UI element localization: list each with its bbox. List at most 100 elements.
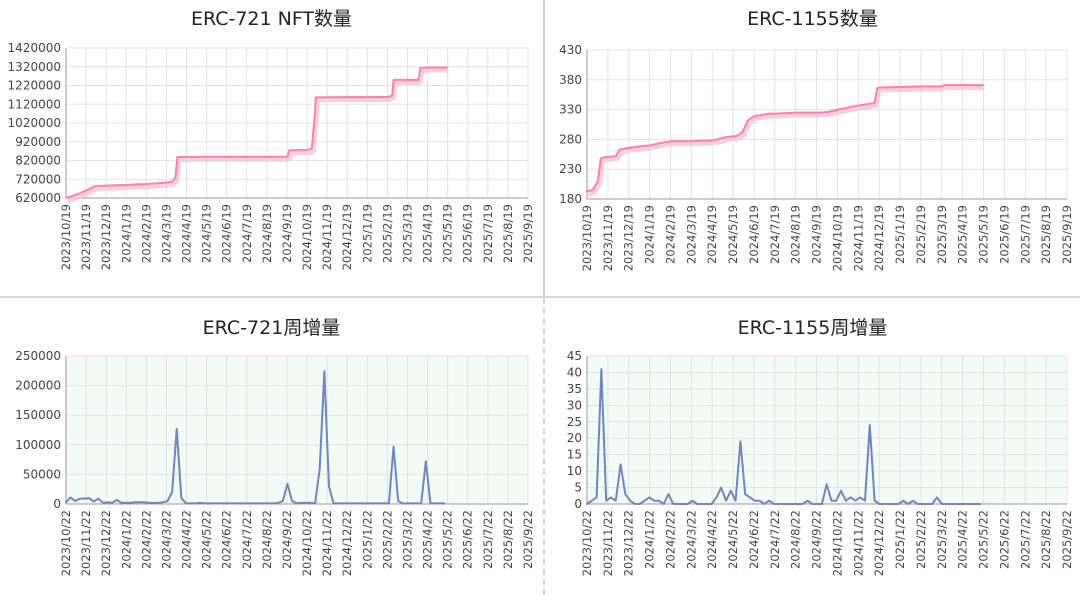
y-tick-label: 100000	[15, 438, 61, 452]
x-tick-label: 2025/8/22	[1039, 510, 1053, 569]
y-tick-label: 720000	[15, 172, 61, 186]
erc1155-count-chart: 180 230 280 330 380 430 2023/10/19 2023/11/19 20…	[559, 43, 1074, 271]
x-tick-label: 2024/2/19	[663, 205, 677, 264]
x-tick-label: 2025/7/22	[481, 510, 495, 569]
x-tick-label: 2024/9/22	[810, 510, 824, 569]
x-tick-label: 2025/3/19	[935, 205, 949, 264]
x-tick-label: 2025/2/19	[914, 205, 928, 264]
x-tick-label: 2025/1/19	[360, 204, 374, 263]
x-tick-label: 2024/10/22	[830, 510, 844, 576]
x-tick-label: 2024/1/19	[643, 205, 657, 264]
x-tick-label: 2025/4/22	[956, 510, 970, 569]
x-tick-label: 2025/7/19	[481, 204, 495, 263]
x-tick-label: 2024/8/19	[789, 205, 803, 264]
x-tick-label: 2024/7/19	[768, 205, 782, 264]
x-tick-label: 2023/10/22	[580, 510, 594, 576]
x-tick-label: 2024/5/22	[200, 510, 214, 569]
y-tick-label: 1220000	[8, 79, 61, 93]
y-tick-label: 50000	[23, 467, 61, 481]
plot-background	[66, 356, 528, 504]
x-tick-label: 2025/6/19	[997, 205, 1011, 264]
x-tick-label: 2024/8/19	[260, 204, 274, 263]
x-tick-label: 2024/6/22	[747, 510, 761, 569]
x-tick-label: 2024/6/22	[220, 510, 234, 569]
y-tick-label: 35	[567, 382, 582, 396]
x-tick-label: 2024/7/19	[240, 204, 254, 263]
x-tick-label: 2024/2/22	[663, 510, 677, 569]
x-tick-label: 2025/1/22	[360, 510, 374, 569]
y-tick-label: 620000	[15, 191, 61, 205]
x-tick-label: 2025/6/22	[461, 510, 475, 569]
y-tick-label: 250000	[15, 349, 61, 363]
x-tick-label: 2025/2/22	[380, 510, 394, 569]
x-tick-label: 2024/11/22	[320, 510, 334, 576]
y-tick-label: 1120000	[8, 97, 61, 111]
x-tick-label: 2025/2/22	[914, 510, 928, 569]
x-tick-label: 2024/2/19	[139, 204, 153, 263]
chart-panel-erc1155-weekly: ERC-1155周增量 0 5 10 15 20 25 30 35 40 45 2023/10/22…	[545, 298, 1080, 595]
y-tick-label: 40	[567, 365, 582, 379]
y-tick-label: 920000	[15, 135, 61, 149]
x-tick-label: 2024/2/22	[139, 510, 153, 569]
series-line	[586, 84, 984, 193]
chart-title: ERC-1155数量	[747, 8, 878, 30]
x-tick-label: 2024/11/19	[320, 204, 334, 270]
x-tick-label: 2023/11/22	[601, 510, 615, 576]
x-tick-label: 2025/9/19	[521, 204, 535, 263]
x-tick-label: 2024/4/19	[180, 204, 194, 263]
chart-title: ERC-1155周增量	[737, 317, 888, 339]
y-tick-label: 0	[53, 497, 61, 511]
x-tick-label: 2025/2/19	[380, 204, 394, 263]
y-tick-label: 30	[567, 398, 582, 412]
x-tick-label: 2024/8/22	[260, 510, 274, 569]
x-tick-label: 2025/3/19	[400, 204, 414, 263]
x-tick-label: 2024/1/22	[119, 510, 133, 569]
y-tick-label: 150000	[15, 408, 61, 422]
x-tick-label: 2025/6/22	[997, 510, 1011, 569]
x-tick-label: 2024/11/22	[851, 510, 865, 576]
x-tick-label: 2023/10/22	[59, 510, 73, 576]
x-tick-label: 2024/3/19	[684, 205, 698, 264]
x-tick-label: 2025/5/22	[441, 510, 455, 569]
y-tick-label: 15	[567, 448, 582, 462]
x-tick-label: 2023/12/19	[99, 204, 113, 270]
y-tick-label: 200000	[15, 379, 61, 393]
x-tick-label: 2024/12/19	[872, 205, 886, 271]
series-line-shadow	[587, 85, 985, 197]
x-tick-label: 2025/7/19	[1018, 205, 1032, 264]
chart-panel-erc721-weekly: ERC-721周增量 0 50000 100000 150000 200000 25000…	[0, 298, 545, 595]
x-tick-label: 2024/12/22	[340, 510, 354, 576]
x-tick-label: 2024/12/19	[340, 204, 354, 270]
y-tick-label: 430	[559, 43, 582, 57]
x-tick-label: 2025/5/19	[441, 204, 455, 263]
x-tick-label: 2025/5/19	[977, 205, 991, 264]
x-tick-label: 2025/8/22	[501, 510, 515, 569]
series-line	[65, 370, 446, 505]
series-line-shadow	[66, 67, 449, 203]
x-tick-label: 2025/9/22	[521, 510, 535, 569]
y-tick-label: 1420000	[8, 41, 61, 55]
x-tick-label: 2024/4/22	[705, 510, 719, 569]
chart-panel-erc721-count: ERC-721 NFT数量 620000 720000 820000 920000 10…	[0, 0, 545, 298]
x-tick-label: 2023/12/22	[622, 510, 636, 576]
x-tick-label: 2024/10/22	[300, 510, 314, 576]
x-tick-label: 2024/6/19	[220, 204, 234, 263]
y-tick-label: 820000	[15, 154, 61, 168]
x-tick-label: 2023/10/19	[59, 204, 73, 270]
plot-background	[587, 356, 1067, 504]
erc1155-weekly-chart: 0 5 10 15 20 25 30 35 40 45 2023/10/22 2023/11/22 20…	[567, 349, 1074, 576]
x-tick-label: 2025/4/22	[421, 510, 435, 569]
x-tick-label: 2023/10/19	[580, 205, 594, 271]
y-tick-label: 330	[559, 103, 582, 117]
x-tick-label: 2025/5/22	[977, 510, 991, 569]
x-tick-label: 2024/1/22	[643, 510, 657, 569]
x-tick-label: 2024/1/19	[119, 204, 133, 263]
x-tick-label: 2024/4/22	[180, 510, 194, 569]
erc721-count-chart: 620000 720000 820000 920000 1020000 1120000 12…	[8, 41, 535, 270]
y-tick-label: 280	[559, 132, 582, 146]
y-tick-label: 380	[559, 73, 582, 87]
x-tick-label: 2024/11/19	[851, 205, 865, 271]
x-tick-label: 2024/9/19	[280, 204, 294, 263]
x-tick-label: 2023/12/22	[99, 510, 113, 576]
x-tick-label: 2024/10/19	[300, 204, 314, 270]
